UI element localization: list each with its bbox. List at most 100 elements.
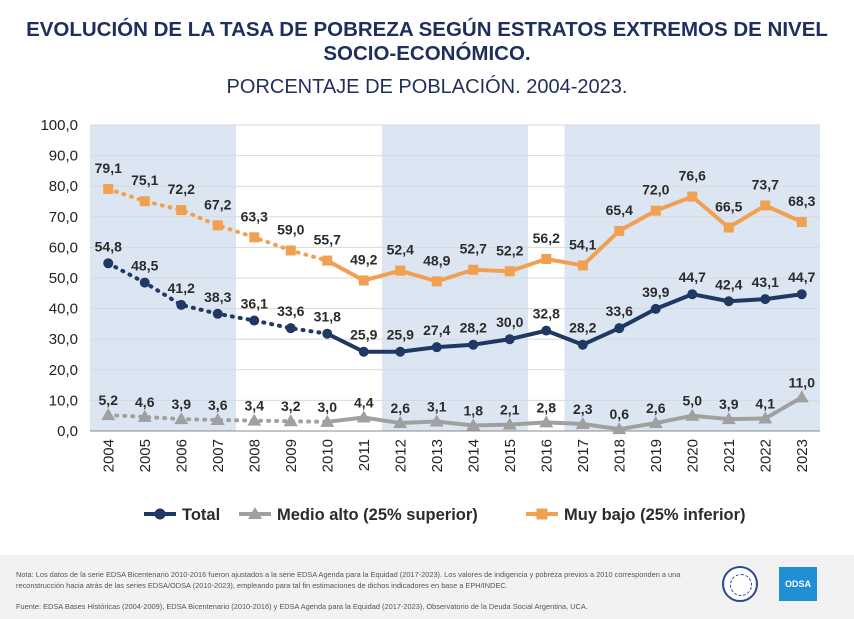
y-tick-label: 90,0 (49, 148, 78, 165)
data-label-muy: 75,1 (131, 172, 158, 188)
point-muy (212, 220, 223, 231)
point-muy (541, 254, 552, 265)
point-total (395, 346, 406, 357)
point-muy (139, 196, 150, 207)
point-medio (502, 417, 517, 430)
x-tick-label: 2019 (648, 439, 665, 472)
data-label-muy: 79,1 (95, 160, 122, 176)
point-total (760, 294, 771, 305)
point-total (139, 277, 150, 288)
data-label-muy: 72,2 (168, 181, 195, 197)
data-label-medio: 1,8 (464, 402, 484, 418)
data-label-total: 43,1 (752, 274, 779, 290)
data-label-total: 54,8 (95, 238, 122, 254)
data-label-muy: 68,3 (788, 193, 815, 209)
legend-marker-medio (248, 507, 262, 519)
point-muy (431, 276, 442, 287)
point-total (577, 339, 588, 350)
data-label-muy: 67,2 (204, 196, 231, 212)
data-label-total: 39,9 (642, 284, 669, 300)
point-muy (760, 200, 771, 211)
data-label-muy: 72,0 (642, 182, 669, 198)
data-label-medio: 3,2 (281, 398, 301, 414)
point-total (249, 315, 260, 326)
point-medio (320, 414, 335, 427)
data-label-total: 28,2 (460, 320, 487, 336)
point-muy (176, 205, 187, 216)
point-muy (796, 217, 807, 228)
y-tick-label: 40,0 (49, 301, 78, 318)
data-label-medio: 2,1 (500, 402, 520, 418)
x-tick-label: 2009 (283, 439, 300, 472)
data-label-medio: 2,6 (391, 400, 411, 416)
x-tick-label: 2007 (210, 439, 227, 472)
odsa-logo: ODSA (779, 567, 817, 601)
data-label-medio: 5,2 (99, 392, 119, 408)
data-label-medio: 4,6 (135, 394, 155, 410)
point-medio (612, 422, 627, 435)
x-tick-label: 2014 (465, 439, 482, 472)
data-label-total: 25,9 (387, 327, 414, 343)
point-muy (687, 191, 698, 202)
point-medio (356, 410, 371, 423)
chart-title: EVOLUCIÓN DE LA TASA DE POBREZA SEGÚN ES… (26, 18, 828, 65)
x-tick-label: 2021 (721, 439, 738, 472)
point-muy (504, 266, 515, 277)
x-tick-label: 2010 (319, 439, 336, 472)
point-muy (285, 245, 296, 256)
point-total (650, 303, 661, 314)
x-tick-label: 2022 (757, 439, 774, 472)
chart-subtitle: PORCENTAJE DE POBLACIÓN. 2004-2023. (226, 76, 628, 98)
point-total (358, 346, 369, 357)
data-label-muy: 52,7 (460, 241, 487, 257)
y-tick-label: 100,0 (40, 117, 78, 134)
data-label-medio: 4,4 (354, 395, 374, 411)
point-total (796, 289, 807, 300)
point-medio (685, 408, 700, 421)
x-tick-label: 2023 (794, 439, 811, 472)
data-label-medio: 2,8 (537, 399, 557, 415)
point-total (103, 258, 114, 269)
y-tick-label: 50,0 (49, 270, 78, 287)
data-label-total: 44,7 (679, 269, 706, 285)
point-muy (650, 205, 661, 216)
x-tick-label: 2005 (137, 439, 154, 472)
data-label-medio: 2,3 (573, 401, 593, 417)
point-medio (794, 390, 809, 403)
data-label-total: 48,5 (131, 258, 158, 274)
point-total (541, 325, 552, 336)
point-medio (174, 412, 189, 425)
y-tick-label: 80,0 (49, 178, 78, 195)
point-medio (758, 411, 773, 424)
point-muy (103, 183, 114, 194)
y-tick-label: 10,0 (49, 392, 78, 409)
data-label-total: 33,6 (606, 303, 633, 319)
data-label-muy: 52,4 (387, 242, 414, 258)
data-label-muy: 49,2 (350, 251, 377, 267)
data-label-medio: 2,6 (646, 400, 666, 416)
data-label-muy: 65,4 (606, 202, 633, 218)
x-tick-label: 2017 (575, 439, 592, 472)
point-total (176, 299, 187, 310)
x-tick-label: 2013 (429, 439, 446, 472)
point-total (614, 323, 625, 334)
data-label-muy: 55,7 (314, 232, 341, 248)
data-label-total: 28,2 (569, 320, 596, 336)
series-line-medio (327, 395, 803, 432)
point-total (431, 342, 442, 353)
data-label-total: 44,7 (788, 269, 815, 285)
x-tick-label: 2012 (392, 439, 409, 472)
point-total (723, 296, 734, 307)
point-total (687, 289, 698, 300)
x-tick-label: 2016 (538, 439, 555, 472)
series-line-muy (326, 194, 803, 284)
data-label-total: 42,4 (715, 276, 742, 292)
x-tick-label: 2008 (246, 439, 263, 472)
data-label-muy: 76,6 (679, 168, 706, 184)
legend-label-muy: Muy bajo (25% inferior) (564, 506, 746, 524)
point-muy (249, 232, 260, 243)
data-label-medio: 5,0 (683, 393, 703, 409)
data-label-medio: 3,9 (172, 396, 192, 412)
data-label-total: 33,6 (277, 303, 304, 319)
chart-area: 0,0 10,0 20,0 30,0 40,0 50,0 60,0 70,0 80,0 90,0 1… (40, 117, 820, 524)
